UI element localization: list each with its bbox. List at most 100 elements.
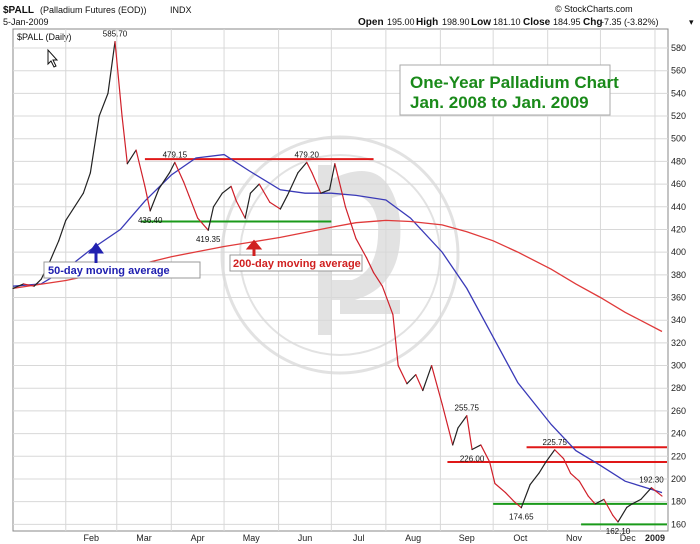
price-segment [365,257,375,274]
price-annotation: 479.20 [294,150,319,159]
ma50-label-box: 50-day moving average [43,261,201,279]
x-tick-label: Aug [405,533,421,543]
price-segment [22,283,35,287]
x-tick-label: Apr [191,533,205,543]
header-brand: © StockCharts.com [555,4,633,14]
price-segment [569,472,580,482]
y-tick-label: 160 [671,519,686,529]
price-segment [12,283,25,290]
price-segment [594,498,605,505]
ma50-label: 50-day moving average [48,265,170,277]
price-segment [82,172,91,194]
price-segment [513,501,522,509]
close-value: 184.95 [553,17,581,27]
price-segment [471,444,482,451]
price-segment [344,206,357,240]
x-tick-label: Feb [84,533,100,543]
price-annotation: 174.65 [509,513,534,522]
price-segment [188,194,199,219]
chart-title-box: One-Year Palladium Chart Jan. 2008 to Ja… [399,64,619,116]
ma200-label: 200-day moving average [233,258,361,270]
price-segment [49,240,60,262]
price-segment [73,192,84,208]
y-tick-label: 500 [671,134,686,144]
price-segment [489,461,496,485]
price-segment [397,364,408,385]
price-segment [126,149,137,165]
trend-levels [141,158,667,526]
price-segment [149,188,160,212]
y-tick-label: 380 [671,270,686,280]
price-annotation: 225.75 [542,438,567,447]
y-tick-label: 520 [671,111,686,121]
y-tick-label: 280 [671,383,686,393]
ma50-arrow-icon [88,242,104,263]
price-segment [626,503,633,508]
price-annotation: 226.00 [460,454,485,463]
x-tick-label: Nov [566,533,583,543]
price-segment [504,491,515,503]
y-tick-label: 540 [671,88,686,98]
high-value: 198.90 [442,17,470,27]
x-tick-label: Mar [136,533,152,543]
y-tick-label: 400 [671,247,686,257]
y-tick-label: 240 [671,429,686,439]
price-segment [230,185,237,202]
price-segment [562,457,572,474]
price-segment [494,482,507,494]
price-segment [381,285,394,316]
open-value: 195.00 [387,17,415,27]
price-segment [65,206,76,221]
y-tick-label: 440 [671,202,686,212]
price-segment [422,364,433,392]
price-segment [430,364,443,405]
price-segment [631,498,642,505]
y-tick-label: 580 [671,43,686,53]
x-tick-label: May [243,533,261,543]
x-tick-label: Oct [513,533,528,543]
price-segment [392,313,399,367]
chg-label: Chg [583,17,602,28]
y-tick-label: 200 [671,474,686,484]
price-segment [578,480,589,497]
price-segment [480,444,491,463]
x-tick-label: Jul [353,533,365,543]
price-segment [617,506,628,523]
price-segment [258,183,271,203]
price-segment [286,172,299,197]
mouse-cursor-icon [47,48,59,68]
x-tick-label: Sep [459,533,475,543]
price-segment [603,498,614,516]
price-segment [33,278,42,287]
price-segment [538,461,547,474]
price-segment [612,514,619,523]
price-annotation: 479.15 [163,150,188,159]
price-series [12,40,663,523]
x-tick-label: Jun [298,533,313,543]
price-segment [235,200,246,219]
price-segment [207,206,215,231]
y-tick-label: 320 [671,338,686,348]
price-segment [297,161,308,174]
price-segment [320,189,331,194]
price-segment [114,40,123,117]
y-tick-label: 480 [671,156,686,166]
chart-subtitle: Jan. 2008 to Jan. 2009 [410,93,589,112]
y-tick-label: 340 [671,315,686,325]
price-segment [174,161,185,183]
price-segment [328,163,336,191]
y-tick-label: 460 [671,179,686,189]
price-annotation: 192.30 [639,476,664,485]
moving-averages [12,153,663,494]
low-label: Low [471,17,491,28]
x-tick-label: Dec [620,533,637,543]
price-segment [135,149,146,187]
price-segment [452,427,459,446]
ma200-line [12,219,663,333]
price-annotation: 436.40 [138,216,163,225]
y-tick-label: 360 [671,293,686,303]
price-segment [406,374,417,385]
ma50-line [12,153,663,494]
price-annotation: 255.75 [455,404,480,413]
